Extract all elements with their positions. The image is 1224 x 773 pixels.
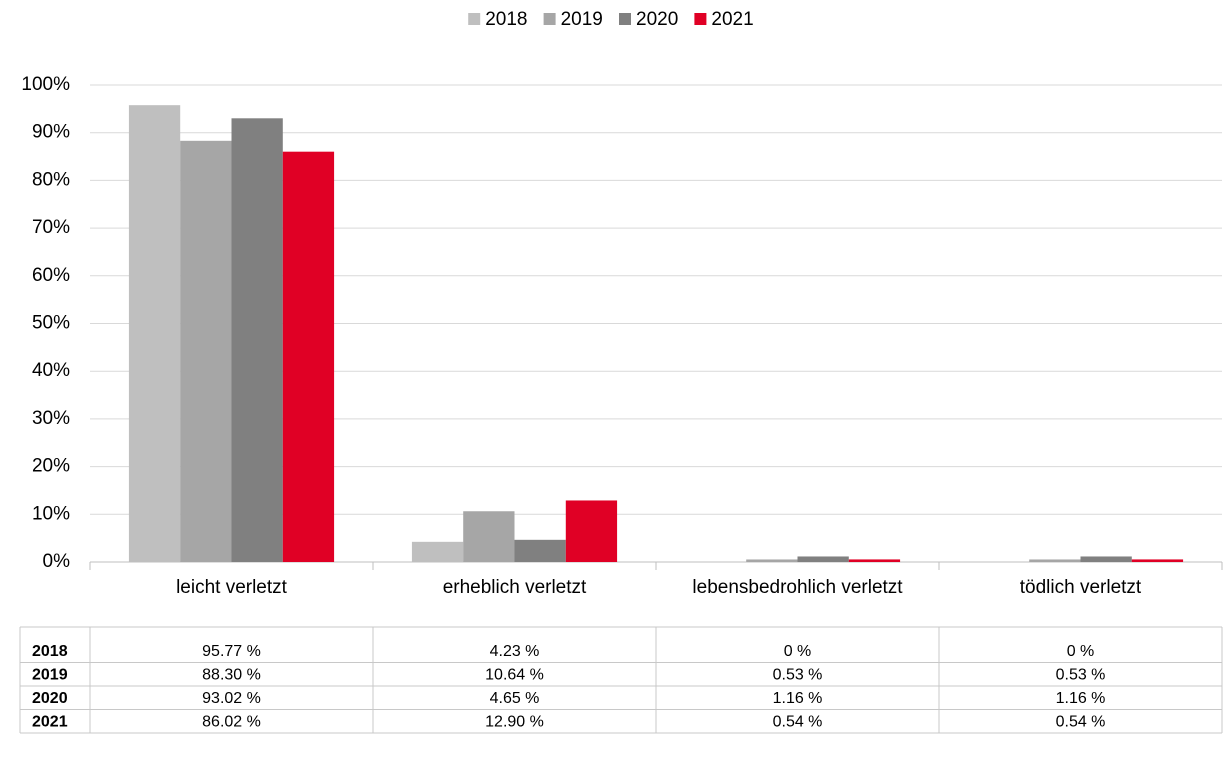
legend-swatch — [619, 13, 631, 25]
table-cell: 0 % — [784, 643, 812, 660]
x-tick-label: lebensbedrohlich verletzt — [692, 577, 903, 598]
legend-swatch — [468, 13, 481, 25]
table-cell: 10.64 % — [485, 666, 544, 683]
table-cell: 0.53 % — [773, 666, 823, 683]
bar — [128, 105, 181, 563]
legend-label: 2020 — [636, 9, 678, 30]
table-cell: 0 % — [1067, 643, 1095, 660]
x-tick-label: tödlich verletzt — [1020, 577, 1142, 598]
bar — [1131, 559, 1184, 562]
y-tick-label: 60% — [32, 265, 70, 286]
y-tick-label: 80% — [32, 169, 70, 190]
y-tick-label: 100% — [21, 74, 70, 95]
y-tick-label: 30% — [32, 408, 70, 429]
bar — [180, 140, 232, 562]
bar — [411, 541, 464, 562]
table-cell: 0.54 % — [1056, 713, 1106, 730]
y-tick-label: 0% — [43, 551, 71, 572]
y-tick-label: 40% — [32, 360, 70, 381]
legend-swatch — [694, 13, 707, 25]
legend-label: 2018 — [485, 9, 527, 30]
bar — [746, 559, 798, 562]
table-row-header: 2021 — [32, 713, 68, 730]
y-tick-label: 10% — [32, 503, 70, 524]
bar — [282, 151, 335, 562]
table-cell: 0.54 % — [773, 713, 823, 730]
table-cell: 4.65 % — [490, 690, 540, 707]
table-cell: 88.30 % — [202, 666, 261, 683]
y-tick-label: 50% — [32, 313, 70, 334]
bar — [1080, 556, 1132, 562]
bar — [231, 118, 283, 562]
bar — [848, 559, 901, 562]
bar — [797, 556, 849, 562]
y-tick-label: 70% — [32, 217, 70, 238]
table-cell: 12.90 % — [485, 713, 544, 730]
x-tick-label: erheblich verletzt — [443, 577, 587, 598]
table-cell: 93.02 % — [202, 690, 261, 707]
table-cell: 1.16 % — [773, 690, 823, 707]
table-row-header: 2019 — [32, 666, 68, 683]
y-tick-label: 90% — [32, 122, 70, 143]
bar — [514, 539, 566, 562]
table-cell: 86.02 % — [202, 713, 261, 730]
bar — [565, 500, 618, 562]
legend-swatch — [543, 13, 556, 25]
bar — [463, 511, 515, 562]
table-cell: 1.16 % — [1056, 690, 1106, 707]
legend-label: 2019 — [561, 9, 603, 30]
x-tick-label: leicht verletzt — [176, 577, 288, 598]
bar — [1029, 559, 1081, 562]
table-cell: 95.77 % — [202, 643, 261, 660]
table-row-header: 2020 — [32, 690, 68, 707]
legend-label: 2021 — [711, 9, 753, 30]
y-tick-label: 20% — [32, 456, 70, 477]
table-cell: 4.23 % — [490, 643, 540, 660]
table-row-header: 2018 — [32, 643, 68, 660]
table-cell: 0.53 % — [1056, 666, 1106, 683]
